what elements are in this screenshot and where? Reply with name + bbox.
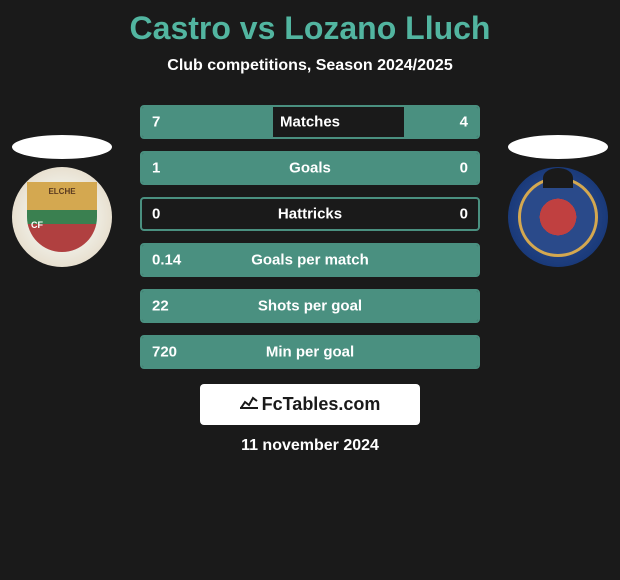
llevant-crest-icon — [518, 177, 598, 257]
stat-row-min-per-goal: 720 Min per goal — [140, 335, 480, 369]
team-left-badge — [12, 135, 112, 267]
stat-label: Goals per match — [251, 252, 369, 269]
shadow-ellipse-left — [12, 135, 112, 159]
team-right-badge — [508, 135, 608, 267]
stat-value-left: 0 — [152, 206, 160, 223]
stat-label: Shots per goal — [258, 298, 362, 315]
player-left-name: Castro — [130, 10, 231, 46]
stat-label: Matches — [280, 114, 340, 131]
elche-crest-icon — [27, 182, 97, 252]
stat-row-matches: 7 Matches 4 — [140, 105, 480, 139]
stats-bars: 7 Matches 4 1 Goals 0 0 Hattricks 0 0.14… — [140, 105, 480, 369]
bar-fill-left — [142, 153, 404, 183]
stat-label: Goals — [289, 160, 331, 177]
stat-row-goals-per-match: 0.14 Goals per match — [140, 243, 480, 277]
badge-circle-left — [12, 167, 112, 267]
stat-label: Hattricks — [278, 206, 342, 223]
stat-row-shots-per-goal: 22 Shots per goal — [140, 289, 480, 323]
stat-value-left: 1 — [152, 160, 160, 177]
stat-label: Min per goal — [266, 344, 354, 361]
stat-value-left: 7 — [152, 114, 160, 131]
player-right-name: Lozano Lluch — [284, 10, 490, 46]
vs-label: vs — [240, 10, 276, 46]
stat-value-right: 0 — [460, 206, 468, 223]
fctables-logo: FcTables.com — [200, 384, 420, 425]
stat-value-left: 720 — [152, 344, 177, 361]
stat-row-hattricks: 0 Hattricks 0 — [140, 197, 480, 231]
content-area: 7 Matches 4 1 Goals 0 0 Hattricks 0 0.14… — [0, 105, 620, 455]
footer-date: 11 november 2024 — [0, 437, 620, 455]
stat-value-left: 0.14 — [152, 252, 181, 269]
subtitle: Club competitions, Season 2024/2025 — [0, 57, 620, 75]
stat-value-left: 22 — [152, 298, 169, 315]
stat-row-goals: 1 Goals 0 — [140, 151, 480, 185]
stat-value-right: 4 — [460, 114, 468, 131]
bar-fill-left — [142, 107, 273, 137]
brand-text: FcTables.com — [262, 394, 381, 415]
chart-icon — [240, 395, 258, 414]
badge-circle-right — [508, 167, 608, 267]
shadow-ellipse-right — [508, 135, 608, 159]
stat-value-right: 0 — [460, 160, 468, 177]
comparison-title: Castro vs Lozano Lluch — [0, 0, 620, 47]
